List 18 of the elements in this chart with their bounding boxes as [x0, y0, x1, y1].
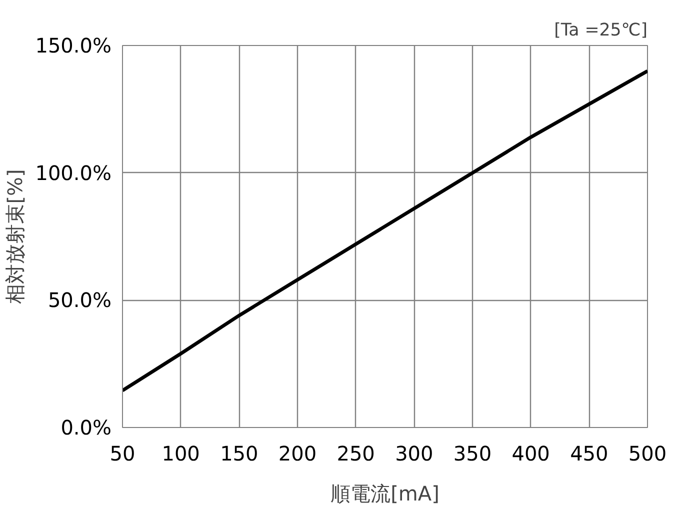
- x-tick-label: 250: [336, 442, 375, 466]
- x-tick-label: 150: [220, 442, 258, 466]
- x-axis-title: 順電流[mA]: [330, 482, 440, 506]
- x-tick-label: 400: [512, 442, 550, 466]
- x-tick-label: 100: [162, 442, 200, 466]
- x-tick-label: 200: [278, 442, 317, 466]
- x-tick-label: 50: [110, 442, 136, 466]
- x-tick-label: 300: [395, 442, 434, 466]
- x-tick-label: 350: [453, 442, 492, 466]
- x-tick-label: 500: [628, 442, 667, 466]
- line-series: [122, 69, 648, 392]
- y-tick-label: 150.0%: [35, 34, 112, 58]
- y-tick-label: 50.0%: [48, 288, 112, 312]
- x-tick-label: 450: [570, 442, 608, 466]
- y-tick-label: 0.0%: [60, 416, 112, 440]
- y-tick-label: 100.0%: [35, 160, 112, 185]
- y-axis-title: 相対放射束[%]: [3, 169, 28, 304]
- text: [Ta =25℃]: [554, 20, 648, 40]
